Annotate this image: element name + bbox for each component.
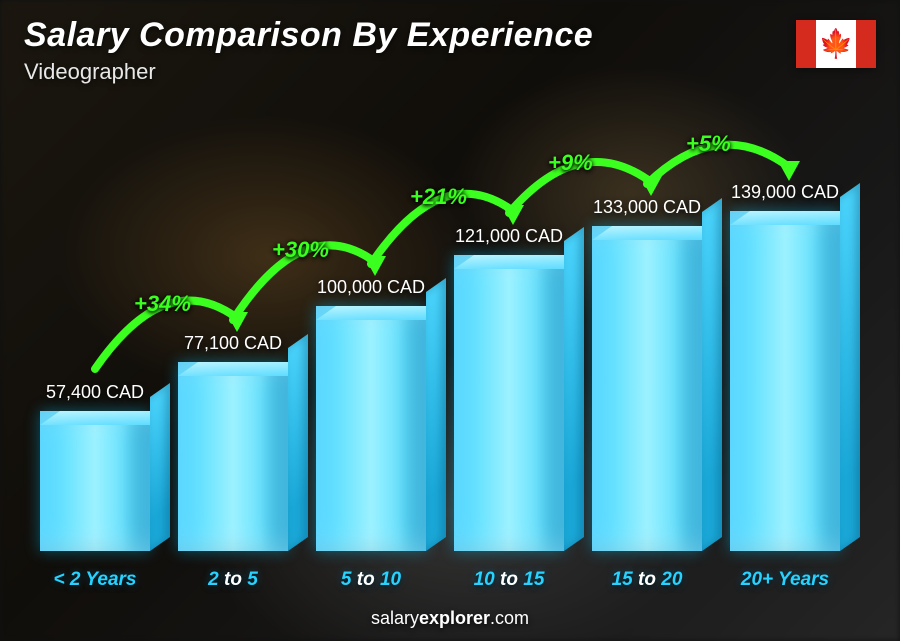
bar-slot: 121,000 CAD (454, 100, 564, 551)
bar-slot: 77,100 CAD (178, 100, 288, 551)
maple-leaf-icon: 🍁 (819, 30, 854, 58)
footer-brand: salaryexplorer.com (0, 608, 900, 629)
bar-value-label: 77,100 CAD (184, 333, 282, 354)
bar-slot: 100,000 CAD (316, 100, 426, 551)
bar-value-label: 100,000 CAD (317, 277, 425, 298)
bar-value-label: 121,000 CAD (455, 226, 563, 247)
bar-front-face (40, 411, 150, 551)
chart-subtitle: Videographer (24, 59, 593, 85)
bar-side-face (564, 227, 584, 551)
title-block: Salary Comparison By Experience Videogra… (24, 16, 593, 85)
footer-prefix: salary (371, 608, 419, 628)
bar-side-face (840, 183, 860, 551)
bar-value-label: 57,400 CAD (46, 382, 144, 403)
bar-front-face (730, 211, 840, 551)
bar-value-label: 139,000 CAD (731, 182, 839, 203)
bar-side-face (426, 278, 446, 551)
chart-area: 57,400 CAD 77,100 CAD 100,000 CAD 121,000 C… (40, 100, 840, 551)
country-flag-canada: 🍁 (796, 20, 876, 68)
bar-slot: 133,000 CAD (592, 100, 702, 551)
x-axis-labels: < 2 Years 2 to 5 5 to 10 10 to 15 15 to 20 20… (40, 569, 840, 591)
bar (40, 411, 150, 551)
bar-side-face (150, 383, 170, 551)
bar-front-face (178, 362, 288, 551)
bar (730, 211, 840, 551)
bar-value-label: 133,000 CAD (593, 197, 701, 218)
x-axis-label: < 2 Years (40, 569, 150, 591)
x-axis-label: 5 to 10 (316, 569, 426, 591)
bar-slot: 139,000 CAD (730, 100, 840, 551)
infographic-container: Salary Comparison By Experience Videogra… (0, 0, 900, 641)
bar-side-face (288, 334, 308, 551)
bar (316, 306, 426, 551)
bar-front-face (592, 226, 702, 551)
bars-container: 57,400 CAD 77,100 CAD 100,000 CAD 121,000 C… (40, 100, 840, 551)
chart-title: Salary Comparison By Experience (24, 16, 593, 55)
x-axis-label: 2 to 5 (178, 569, 288, 591)
bar-front-face (316, 306, 426, 551)
bar-slot: 57,400 CAD (40, 100, 150, 551)
footer-tld: .com (490, 608, 529, 628)
x-axis-label: 20+ Years (730, 569, 840, 591)
bar-front-face (454, 255, 564, 551)
bar (178, 362, 288, 551)
x-axis-label: 15 to 20 (592, 569, 702, 591)
bar (592, 226, 702, 551)
x-axis-label: 10 to 15 (454, 569, 564, 591)
bar-side-face (702, 198, 722, 551)
flag-band-center: 🍁 (816, 20, 856, 68)
footer-suffix: explorer (419, 608, 490, 628)
flag-band-left (796, 20, 816, 68)
flag-band-right (856, 20, 876, 68)
bar (454, 255, 564, 551)
